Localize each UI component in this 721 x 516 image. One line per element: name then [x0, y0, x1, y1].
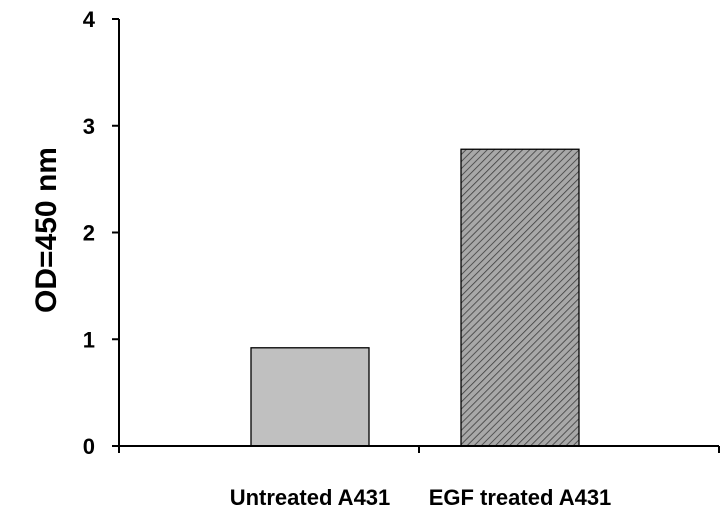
y-tick-label: 0	[83, 434, 95, 459]
x-category-label: EGF treated A431	[429, 485, 612, 510]
y-tick-label: 1	[83, 327, 95, 352]
y-tick-label: 4	[83, 7, 96, 32]
x-category-label: Untreated A431	[230, 485, 391, 510]
y-tick-label: 2	[83, 221, 95, 246]
y-tick-label: 3	[83, 114, 95, 139]
bar-1	[250, 347, 370, 447]
bar-2	[460, 148, 580, 447]
y-axis-title: OD=450 nm	[30, 147, 63, 313]
